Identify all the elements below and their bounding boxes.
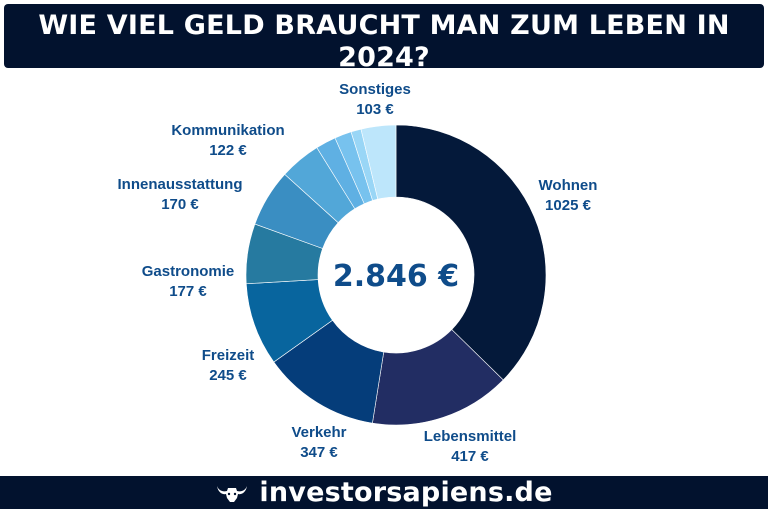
label-name-innenausstattung: Innenausstattung xyxy=(117,176,242,193)
label-value-innenausstattung: 170 € xyxy=(161,196,199,213)
label-name-verkehr: Verkehr xyxy=(291,424,346,441)
label-name-kommunikation: Kommunikation xyxy=(171,122,284,139)
page-subtitle: LEBENSHALTUNGSKOSTEN IN DEUTSCHLAND xyxy=(218,78,550,94)
title-banner: WIE VIEL GELD BRAUCHT MAN ZUM LEBEN IN 2… xyxy=(4,4,764,94)
label-value-kommunikation: 122 € xyxy=(209,142,247,159)
label-name-gastronomie: Gastronomie xyxy=(142,263,235,280)
bull-head-icon xyxy=(217,485,248,502)
label-value-sonstiges: 103 € xyxy=(356,101,394,118)
donut-slice-wohnen xyxy=(395,124,547,381)
label-value-freizeit: 245 € xyxy=(209,367,247,384)
total-value: 2.846 € xyxy=(333,259,459,294)
label-value-verkehr: 347 € xyxy=(300,444,338,461)
footer-bar: investorsapiens.de xyxy=(0,476,768,509)
brand-name[interactable]: investorsapiens.de xyxy=(259,477,553,508)
label-name-lebensmittel: Lebensmittel xyxy=(424,428,517,445)
label-value-wohnen: 1025 € xyxy=(545,197,592,214)
label-name-sonstiges: Sonstiges xyxy=(339,81,411,98)
label-name-wohnen: Wohnen xyxy=(539,177,598,194)
label-value-gastronomie: 177 € xyxy=(169,283,207,300)
label-value-lebensmittel: 417 € xyxy=(451,448,489,465)
label-name-freizeit: Freizeit xyxy=(202,347,255,364)
page-title: WIE VIEL GELD BRAUCHT MAN ZUM LEBEN IN 2… xyxy=(38,10,730,73)
donut-slice-sonstiges xyxy=(360,124,397,200)
